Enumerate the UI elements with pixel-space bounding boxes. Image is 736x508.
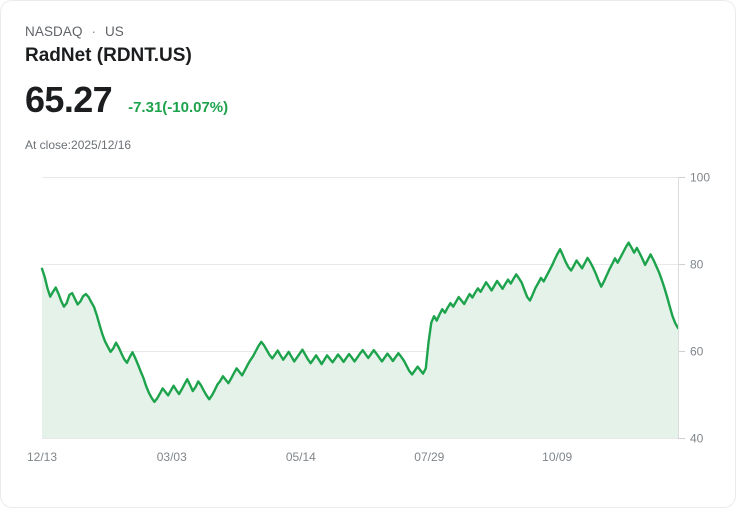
price-change: -7.31(-10.07%) (128, 99, 229, 116)
exchange-separator: · (91, 24, 97, 39)
y-axis-ticks (678, 177, 685, 439)
y-axis-label: 60 (690, 345, 704, 359)
price-chart-svg[interactable]: 40 60 80 100 12/13 03/03 05/14 07/29 10/09 (1, 161, 736, 471)
x-axis-label: 07/29 (414, 450, 444, 464)
region-code: US (104, 24, 124, 39)
exchange-region-line: NASDAQ · US (25, 23, 192, 41)
quote-header: NASDAQ · US RadNet (RDNT.US) (25, 23, 192, 69)
price-row: 65.27 -7.31(-10.07%) (25, 79, 228, 121)
chart-line (40, 241, 680, 404)
price-chart[interactable]: 40 60 80 100 12/13 03/03 05/14 07/29 10/09 (1, 161, 736, 471)
market-status-note: At close:2025/12/16 (25, 138, 132, 152)
x-axis-label: 05/14 (286, 450, 316, 464)
page-title: RadNet (RDNT.US) (25, 45, 192, 66)
y-axis-labels: 40 60 80 100 (690, 171, 710, 446)
chart-area-fill (42, 242, 678, 438)
x-axis-label: 10/09 (542, 450, 572, 464)
exchange-name: NASDAQ (25, 24, 83, 39)
x-axis-label: 03/03 (157, 450, 187, 464)
price-line-path (40, 241, 680, 404)
y-axis-label: 80 (690, 258, 704, 272)
x-axis-labels: 12/13 03/03 05/14 07/29 10/09 (27, 450, 573, 464)
x-axis-label: 12/13 (27, 450, 57, 464)
current-price: 65.27 (25, 79, 113, 120)
area-fill-path (42, 242, 678, 438)
y-axis-label: 100 (690, 171, 710, 185)
y-axis-label: 40 (690, 432, 704, 446)
